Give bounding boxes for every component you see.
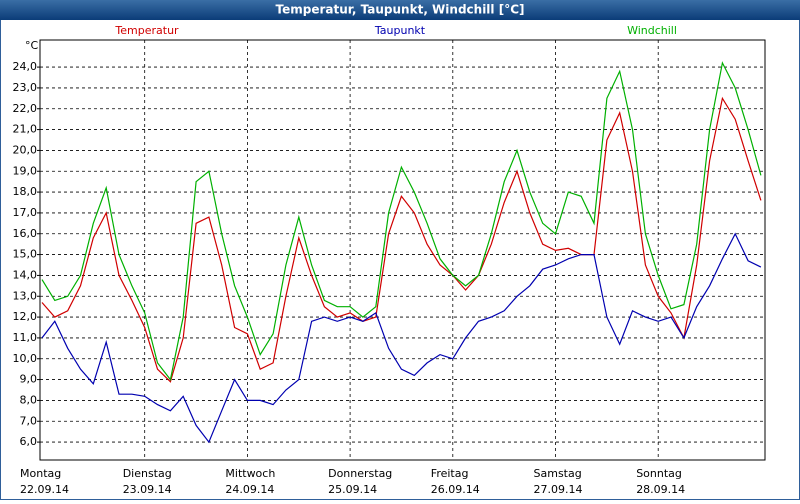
- y-tick-label: 13,0: [13, 289, 38, 302]
- series-line: [41, 61, 762, 382]
- day-label: Mittwoch: [225, 467, 275, 480]
- date-label: 22.09.14: [20, 483, 69, 496]
- y-tick-label: 24,0: [13, 60, 38, 73]
- date-label: 23.09.14: [123, 483, 172, 496]
- y-tick-label: 23,0: [13, 81, 38, 94]
- date-label: 27.09.14: [534, 483, 583, 496]
- y-tick-label: 10,0: [13, 352, 38, 365]
- date-label: 24.09.14: [225, 483, 274, 496]
- y-tick-label: 17,0: [13, 206, 38, 219]
- y-tick-label: 18,0: [13, 185, 38, 198]
- y-tick-label: 20,0: [13, 143, 38, 156]
- y-tick-label: 22,0: [13, 102, 38, 115]
- y-tick-label: 15,0: [13, 248, 38, 261]
- y-unit: °C: [25, 39, 39, 52]
- y-tick-label: 19,0: [13, 164, 38, 177]
- y-tick-label: 16,0: [13, 227, 38, 240]
- day-label: Samstag: [534, 467, 582, 480]
- date-label: 28.09.14: [636, 483, 685, 496]
- series-line: [41, 96, 762, 383]
- y-tick-label: 6,0: [20, 435, 38, 448]
- legend-label: Temperatur: [114, 24, 179, 37]
- legend-label: Windchill: [627, 24, 677, 37]
- day-label: Montag: [20, 467, 61, 480]
- date-label: 26.09.14: [431, 483, 480, 496]
- plot-area: [39, 39, 766, 461]
- y-tick-label: 9,0: [20, 373, 38, 386]
- y-tick-label: 21,0: [13, 123, 38, 136]
- y-tick-label: 14,0: [13, 268, 38, 281]
- date-label: 25.09.14: [328, 483, 377, 496]
- day-label: Freitag: [431, 467, 469, 480]
- y-tick-label: 12,0: [13, 310, 38, 323]
- y-tick-label: 8,0: [20, 393, 38, 406]
- legend-label: Taupunkt: [374, 24, 426, 37]
- day-label: Donnerstag: [328, 467, 392, 480]
- y-tick-label: 7,0: [20, 414, 38, 427]
- y-tick-label: 11,0: [13, 331, 38, 344]
- series-line: [41, 232, 762, 444]
- day-label: Dienstag: [123, 467, 172, 480]
- chart-title: Temperatur, Taupunkt, Windchill [°C]: [276, 3, 525, 17]
- day-label: Sonntag: [636, 467, 682, 480]
- title-bar: [0, 0, 800, 20]
